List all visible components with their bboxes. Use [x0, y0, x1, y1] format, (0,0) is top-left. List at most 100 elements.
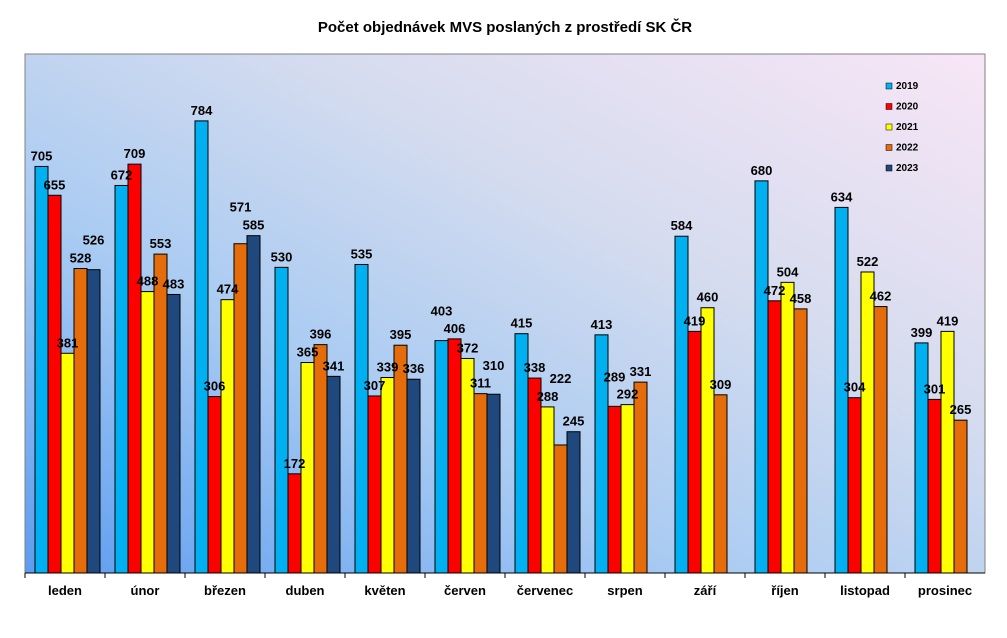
x-tick-label: únor: [131, 583, 160, 598]
data-label: 784: [191, 103, 213, 118]
data-label: 172: [284, 456, 306, 471]
legend-label-2023: 2023: [896, 163, 919, 174]
data-label: 289: [604, 369, 626, 384]
data-label: 306: [204, 379, 226, 394]
data-label: 504: [777, 264, 799, 279]
data-label: 585: [243, 218, 265, 233]
legend-swatch-2021: [885, 123, 893, 131]
bar-2020-říjen: [767, 300, 782, 574]
bar-2021-březen: [220, 299, 235, 574]
data-label: 709: [124, 146, 146, 161]
legend-swatch-2022: [885, 144, 893, 151]
data-label: 472: [764, 283, 786, 298]
bar-2022-červenec: [553, 444, 568, 574]
bar-2022-listopad: [873, 306, 888, 574]
bar-2022-srpen: [633, 381, 648, 574]
bar-2023-červen: [486, 393, 501, 574]
data-label: 483: [163, 276, 185, 291]
data-label: 309: [710, 377, 732, 392]
bar-2020-červenec: [527, 377, 542, 574]
data-label: 341: [323, 358, 345, 373]
data-label: 528: [70, 251, 92, 266]
data-label: 474: [217, 282, 239, 297]
bar-2023-únor: [166, 293, 181, 574]
bar-2022-duben: [313, 344, 328, 574]
x-tick-label: březen: [204, 583, 246, 598]
plot-area: [24, 53, 986, 574]
data-label: 488: [137, 274, 159, 289]
data-label: 634: [831, 189, 853, 204]
bar-2022-květen: [393, 344, 408, 574]
x-tick-label: červen: [444, 583, 486, 598]
data-label: 292: [617, 387, 639, 402]
bar-2020-září: [687, 330, 702, 574]
x-tick-label: duben: [286, 583, 325, 598]
bar-2023-červenec: [566, 431, 581, 574]
data-label: 419: [937, 313, 959, 328]
bar-2020-červen: [447, 338, 462, 574]
data-label: 460: [697, 290, 719, 305]
x-tick-label: listopad: [840, 583, 890, 598]
bar-2019-září: [674, 235, 689, 574]
x-tick-label: červenec: [517, 583, 573, 598]
legend-label-2020: 2020: [896, 102, 919, 113]
data-label: 458: [790, 291, 812, 306]
bar-2019-květen: [354, 263, 369, 574]
data-label: 584: [671, 218, 693, 233]
bar-2021-září: [700, 307, 715, 574]
bar-2021-červenec: [540, 406, 555, 574]
data-label: 705: [31, 148, 53, 163]
bar-2020-prosinec: [927, 398, 942, 574]
data-label: 419: [684, 313, 706, 328]
bar-2019-leden: [34, 165, 49, 574]
bar-2019-únor: [114, 184, 129, 574]
bar-2021-srpen: [620, 404, 635, 574]
bar-2022-prosinec: [953, 419, 968, 574]
bar-2023-březen: [246, 235, 261, 574]
x-tick-label: září: [694, 583, 717, 598]
data-label: 415: [511, 316, 533, 331]
data-label: 413: [591, 317, 613, 332]
data-label: 403: [431, 304, 453, 319]
data-label: 571: [230, 200, 252, 215]
data-label: 462: [870, 289, 892, 304]
bar-2023-duben: [326, 375, 341, 574]
bar-2020-srpen: [607, 405, 622, 574]
data-label: 399: [911, 325, 933, 340]
data-label: 288: [537, 389, 559, 404]
bar-2020-únor: [127, 163, 142, 574]
x-tick-label: leden: [48, 583, 82, 598]
data-label: 301: [924, 381, 946, 396]
data-label: 526: [83, 233, 105, 248]
data-label: 381: [57, 335, 79, 350]
data-label: 307: [364, 378, 386, 393]
data-label: 535: [351, 246, 373, 261]
x-tick-label: prosinec: [918, 583, 972, 598]
data-label: 672: [111, 167, 133, 182]
legend-label-2019: 2019: [896, 81, 919, 92]
legend-label-2021: 2021: [896, 122, 919, 133]
bar-2019-březen: [194, 120, 209, 574]
data-label: 245: [563, 414, 585, 429]
legend-swatch-2020: [885, 103, 893, 110]
data-label: 331: [630, 364, 652, 379]
bar-2020-březen: [207, 396, 222, 574]
bar-2022-říjen: [793, 308, 808, 574]
bar-2021-prosinec: [940, 330, 955, 574]
x-tick-label: říjen: [771, 583, 799, 598]
data-label: 365: [297, 345, 319, 360]
data-label: 372: [457, 340, 479, 355]
bar-2022-září: [713, 394, 728, 574]
x-tick-label: srpen: [607, 583, 642, 598]
bar-2023-květen: [406, 378, 421, 574]
bar-2021-leden: [60, 352, 75, 574]
bar-2022-leden: [73, 268, 88, 574]
bar-2020-leden: [47, 194, 62, 574]
data-label: 680: [751, 163, 773, 178]
data-label: 310: [483, 358, 505, 373]
bar-2021-říjen: [780, 281, 795, 574]
bar-2021-únor: [140, 291, 155, 574]
data-label: 304: [844, 380, 866, 395]
chart-title: Počet objednávek MVS poslaných z prostře…: [318, 18, 692, 36]
